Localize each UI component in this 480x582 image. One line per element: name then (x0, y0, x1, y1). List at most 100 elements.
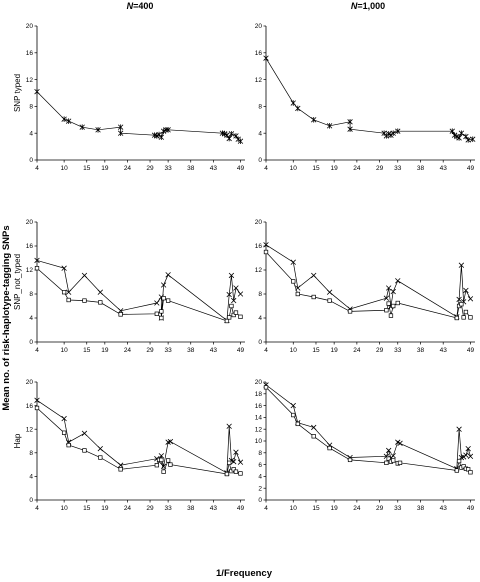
x-tick-label: 33 (394, 347, 402, 354)
x-tick-label: 19 (331, 505, 339, 512)
data-point-star (226, 135, 232, 142)
data-point-square (168, 462, 173, 467)
x-tick-label: 29 (376, 505, 384, 512)
x-tick-label: 49 (237, 165, 245, 172)
data-point-x (117, 462, 124, 468)
data-point-square (66, 442, 71, 448)
data-point-square (224, 318, 230, 324)
x-tick-label: 49 (237, 347, 245, 354)
y-axis-title: SNP typed (13, 74, 22, 112)
data-point-star (228, 131, 235, 137)
x-tick-label: 4 (264, 165, 268, 172)
data-point-square (391, 303, 396, 309)
x-tick-label: 24 (353, 347, 361, 354)
x-tick-label: 33 (165, 347, 173, 354)
data-point-x (456, 426, 462, 432)
x-tick-label: 49 (467, 165, 475, 172)
series-line-square (36, 267, 241, 322)
data-point-star (458, 130, 465, 136)
data-point-x (390, 288, 396, 295)
y-tick-label: 0 (29, 157, 33, 164)
y-tick-label: 16 (255, 243, 263, 250)
data-point-x (97, 445, 103, 452)
series-line-square (36, 407, 241, 475)
data-point-x (383, 295, 390, 301)
series-line-square (265, 387, 471, 473)
data-point-square (82, 448, 87, 453)
series-line-x (265, 244, 471, 318)
data-point-star (224, 132, 230, 139)
data-point-square (461, 315, 466, 320)
x-tick-label: 43 (210, 347, 218, 354)
x-tick-label: 38 (417, 165, 425, 172)
x-tick-label: 19 (101, 165, 109, 172)
series-line-x (265, 384, 471, 470)
x-tick-label: 38 (417, 505, 425, 512)
data-point-x (456, 296, 462, 303)
x-tick-label: 19 (101, 347, 109, 354)
x-tick-label: 38 (187, 347, 195, 354)
x-tick-label: 49 (467, 347, 475, 354)
data-point-star (61, 116, 67, 122)
x-tick-label: 15 (83, 347, 91, 354)
data-point-x (228, 272, 235, 279)
data-point-x (34, 257, 40, 264)
data-point-x (467, 453, 474, 460)
y-axis-title: SNP_not_typed (13, 254, 22, 310)
data-point-square (159, 457, 164, 463)
y-tick-label: 0 (29, 339, 33, 346)
data-point-star (326, 123, 333, 129)
data-point-square (263, 249, 269, 255)
data-point-square (311, 294, 316, 300)
data-point-square (454, 468, 459, 473)
data-point-square (468, 315, 473, 320)
data-point-x (226, 291, 232, 298)
series-line-star (265, 58, 473, 141)
y-tick-label: 4 (29, 315, 33, 322)
x-tick-label: 4 (35, 165, 39, 172)
x-tick-label: 38 (187, 165, 195, 172)
svg-text:N=1,000: N=1,000 (351, 1, 385, 11)
x-tick-label: 29 (146, 505, 154, 512)
data-point-square (327, 445, 332, 451)
x-tick-label: 10 (61, 165, 69, 172)
data-point-square (395, 300, 400, 306)
x-tick-label: 15 (83, 165, 91, 172)
data-point-star (347, 119, 353, 125)
x-tick-label: 38 (187, 505, 195, 512)
data-point-x (311, 272, 317, 279)
data-point-x (463, 287, 469, 294)
x-tick-label: 19 (101, 505, 109, 512)
data-point-square (384, 460, 389, 465)
y-tick-label: 16 (26, 243, 34, 250)
shared-y-axis-title: Mean no. of risk-haplotype-tagging SNPs (1, 225, 12, 410)
x-tick-label: 38 (417, 347, 425, 354)
data-point-square (159, 315, 164, 321)
data-point-star (311, 117, 317, 123)
data-point-square (233, 469, 239, 474)
y-tick-label: 0 (258, 497, 262, 504)
data-point-star (463, 133, 469, 140)
data-point-x (226, 423, 232, 429)
data-point-star (347, 126, 353, 132)
data-point-square (386, 456, 391, 461)
data-point-square (456, 458, 462, 464)
data-point-star (237, 138, 244, 145)
data-point-x (65, 289, 72, 295)
y-tick-label: 4 (29, 474, 33, 481)
y-tick-label: 12 (255, 77, 263, 84)
y-tick-label: 20 (255, 23, 263, 30)
data-point-x (385, 285, 392, 291)
x-tick-label: 24 (353, 505, 361, 512)
data-point-star (117, 124, 124, 130)
data-point-square (82, 298, 87, 303)
x-tick-label: 15 (83, 505, 91, 512)
y-tick-label: 4 (258, 130, 262, 137)
x-tick-label: 4 (35, 505, 39, 512)
data-point-square (386, 301, 391, 306)
y-tick-label: 8 (258, 104, 262, 111)
column-header-n1000: N=1,000 (351, 1, 385, 11)
data-point-star (233, 133, 239, 139)
